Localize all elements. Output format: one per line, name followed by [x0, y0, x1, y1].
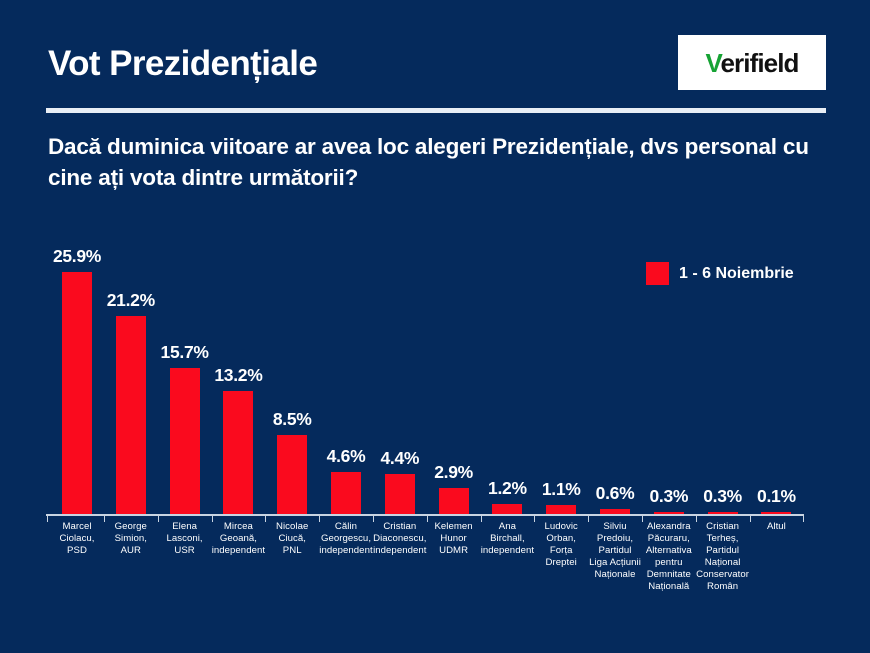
bar[interactable] [707, 512, 738, 515]
logo-check-v: V [705, 47, 721, 78]
bar[interactable] [761, 512, 792, 515]
category-label: Altul [766, 521, 786, 532]
bar[interactable] [546, 504, 577, 515]
bar-value-label: 25.9% [52, 246, 102, 266]
bar-value-label: 21.2% [106, 290, 155, 311]
header-divider [46, 108, 826, 113]
axis-tick [103, 516, 105, 522]
category-label: Cristian Terheș, Partidul Național Conservat… [696, 521, 749, 592]
axis-tick [534, 516, 536, 522]
axis-tick [372, 516, 374, 522]
axis-tick [695, 516, 697, 522]
chart-legend: 1 - 6 Noiembrie [646, 262, 794, 285]
category-label: Cristian Diaconescu, independent [373, 521, 427, 556]
verifield-logo: Verifield [678, 35, 826, 90]
bar-value-label: 1.2% [488, 477, 527, 498]
bar-value-label: 0.6% [595, 483, 635, 504]
legend-swatch-icon [646, 262, 669, 285]
axis-tick [211, 516, 213, 522]
plot-area: 25.9% 21.2% 15.7% 13.2% 8.5% 4.6% 4.4% 2.9% 1.2%… [46, 228, 806, 515]
category-label: Ludovic Orban, Forța Dreptei [544, 521, 578, 568]
axis-tick [319, 516, 321, 522]
bar[interactable] [62, 272, 92, 515]
bar[interactable] [438, 487, 469, 515]
bar[interactable] [653, 512, 684, 515]
bar[interactable] [115, 316, 146, 515]
bar-value-label: 0.1% [757, 486, 796, 506]
bar[interactable] [492, 503, 523, 515]
category-label: Călin Georgescu, independent [319, 521, 373, 556]
bar-value-label: 15.7% [160, 341, 209, 362]
axis-tick [749, 516, 751, 522]
bar[interactable] [600, 509, 630, 515]
bar-value-label: 1.1% [541, 478, 581, 499]
category-label: Silviu Predoiu, Partidul Liga Acțiunii Națio… [589, 521, 641, 580]
x-axis-line [46, 514, 804, 516]
bar-value-label: 8.5% [272, 409, 312, 430]
bar-value-label: 2.9% [434, 461, 473, 482]
bar[interactable] [169, 367, 200, 515]
category-label: Alexandra Păcuraru, Alternativa pentru Demni… [645, 521, 692, 592]
axis-tick [157, 516, 159, 522]
legend-label: 1 - 6 Noiembrie [679, 264, 794, 282]
page-title: Vot Prezidențiale [48, 44, 318, 83]
category-label: George Simion, AUR [114, 521, 147, 556]
bar-value-label: 0.3% [649, 486, 689, 506]
logo-rest: erifield [720, 47, 799, 78]
bar-value-label: 13.2% [214, 365, 263, 386]
bar[interactable] [384, 473, 415, 515]
category-label: Nicolae Ciucă, PNL [276, 521, 309, 556]
poll-question: Dacă duminica viitoare ar avea loc alege… [48, 134, 809, 190]
bar-value-label: 4.4% [380, 447, 420, 468]
axis-tick [426, 516, 428, 522]
axis-tick [480, 516, 482, 522]
axis-tick [803, 516, 805, 522]
axis-tick [588, 516, 590, 522]
axis-tick [641, 516, 643, 522]
category-label: Ana Birchall, independent [480, 521, 535, 556]
logo-text: Verifield [705, 47, 799, 78]
category-label: Elena Lasconi, USR [166, 521, 203, 556]
bar-value-label: 4.6% [326, 445, 366, 466]
bar[interactable] [223, 391, 254, 515]
category-label: Marcel Ciolacu, PSD [59, 521, 95, 556]
axis-tick [47, 516, 48, 522]
category-label: Mircea Geoană, independent [211, 521, 266, 556]
axis-tick [265, 516, 267, 522]
category-label: Kelemen Hunor UDMR [434, 521, 473, 556]
bar-value-label: 0.3% [703, 486, 742, 506]
bar[interactable] [331, 471, 361, 515]
header: Vot Prezidențiale Verifield [0, 0, 870, 113]
bar[interactable] [277, 435, 308, 515]
